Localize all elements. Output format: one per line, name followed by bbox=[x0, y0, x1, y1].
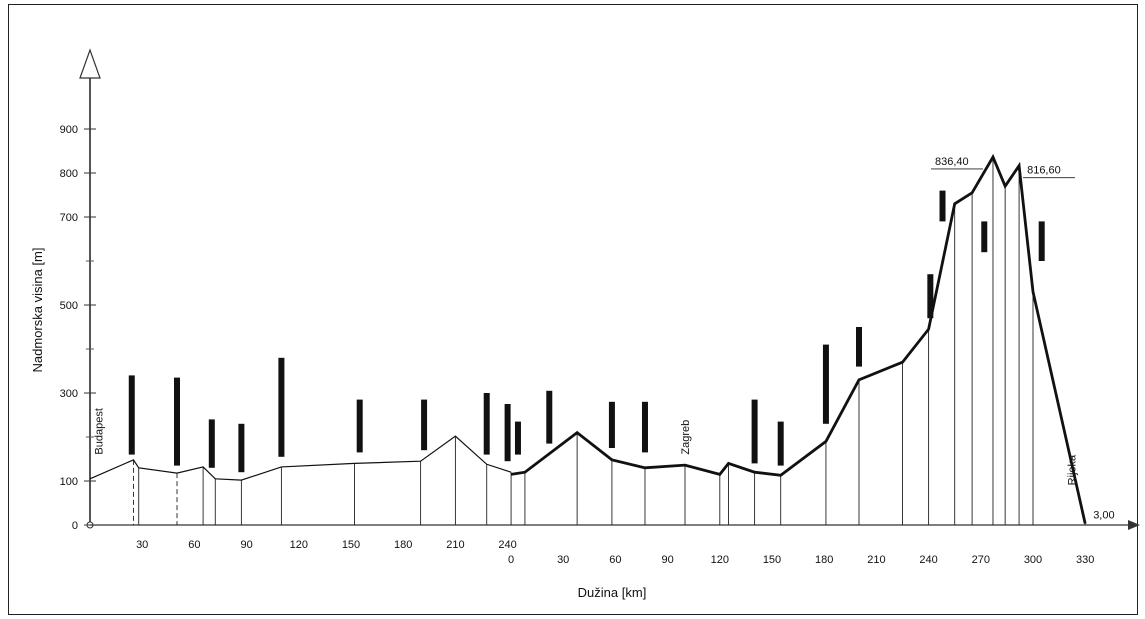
x-tick-label-segment2: 0 bbox=[508, 554, 514, 566]
x-tick-label-segment1: 240 bbox=[498, 539, 516, 551]
x-tick-label-segment1: 210 bbox=[446, 539, 464, 551]
place-label: Rijeka bbox=[1066, 454, 1078, 485]
elevation-bar bbox=[356, 399, 363, 453]
x-tick-label-segment1: 30 bbox=[136, 539, 148, 551]
elevation-bar bbox=[128, 375, 135, 455]
elevation-bar bbox=[856, 327, 862, 367]
chart-frame bbox=[8, 4, 1138, 615]
elevation-bar bbox=[777, 421, 784, 466]
elevation-bar bbox=[238, 423, 245, 473]
elevation-bar bbox=[939, 190, 946, 222]
y-axis-label: Nadmorska visina [m] bbox=[30, 248, 45, 373]
elevation-bar bbox=[208, 419, 215, 468]
x-tick-label-segment2: 60 bbox=[609, 554, 621, 566]
elevation-bar bbox=[504, 404, 511, 462]
value-label: 3,00 bbox=[1093, 510, 1114, 522]
x-axis-label: Dužina [km] bbox=[578, 585, 647, 600]
x-tick-label-segment2: 300 bbox=[1024, 554, 1042, 566]
elevation-bar bbox=[483, 393, 490, 455]
y-tick-label: 0 bbox=[72, 520, 78, 532]
y-tick-label: 100 bbox=[60, 476, 78, 488]
x-tick-label-segment2: 330 bbox=[1076, 554, 1094, 566]
elevation-bar bbox=[421, 399, 428, 451]
value-label: 836,40 bbox=[935, 156, 969, 168]
x-tick-label-segment2: 270 bbox=[972, 554, 990, 566]
x-tick-label-segment1: 180 bbox=[394, 539, 412, 551]
x-tick-label-segment1: 90 bbox=[240, 539, 252, 551]
x-tick-label-segment2: 180 bbox=[815, 554, 833, 566]
x-tick-label-segment1: 120 bbox=[290, 539, 308, 551]
y-tick-label: 700 bbox=[60, 212, 78, 224]
place-label: Budapest bbox=[94, 408, 106, 454]
elevation-bar bbox=[927, 274, 934, 319]
elevation-bar bbox=[751, 399, 758, 464]
y-tick-label: 500 bbox=[60, 300, 78, 312]
elevation-bar bbox=[981, 221, 988, 253]
y-tick-label: 900 bbox=[60, 124, 78, 136]
elevation-bar bbox=[641, 401, 648, 453]
series-line-segment2 bbox=[510, 153, 1087, 524]
elevation-bar bbox=[278, 357, 285, 457]
elevation-bar bbox=[514, 421, 521, 455]
value-label: 816,60 bbox=[1027, 165, 1061, 177]
elevation-bar bbox=[608, 401, 615, 448]
series-line-segment1 bbox=[89, 435, 512, 481]
elevation-bar bbox=[1038, 221, 1045, 261]
x-axis-arrow bbox=[1128, 520, 1140, 530]
chart-marks bbox=[89, 153, 1087, 525]
elevation-bar bbox=[546, 390, 553, 444]
place-label: Zagreb bbox=[680, 420, 692, 455]
x-tick-label-segment1: 60 bbox=[188, 539, 200, 551]
y-tick-label: 800 bbox=[60, 168, 78, 180]
x-tick-label-segment1: 150 bbox=[342, 539, 360, 551]
x-tick-label-segment2: 90 bbox=[661, 554, 673, 566]
x-tick-label-segment2: 240 bbox=[919, 554, 937, 566]
x-tick-label-segment2: 210 bbox=[867, 554, 885, 566]
x-tick-label-segment2: 30 bbox=[557, 554, 569, 566]
x-tick-label-segment2: 120 bbox=[711, 554, 729, 566]
elevation-bar bbox=[174, 377, 180, 466]
y-axis-arrow bbox=[79, 48, 101, 79]
y-tick-label: 300 bbox=[60, 388, 78, 400]
elevation-bar bbox=[822, 344, 829, 424]
x-tick-label-segment2: 150 bbox=[763, 554, 781, 566]
